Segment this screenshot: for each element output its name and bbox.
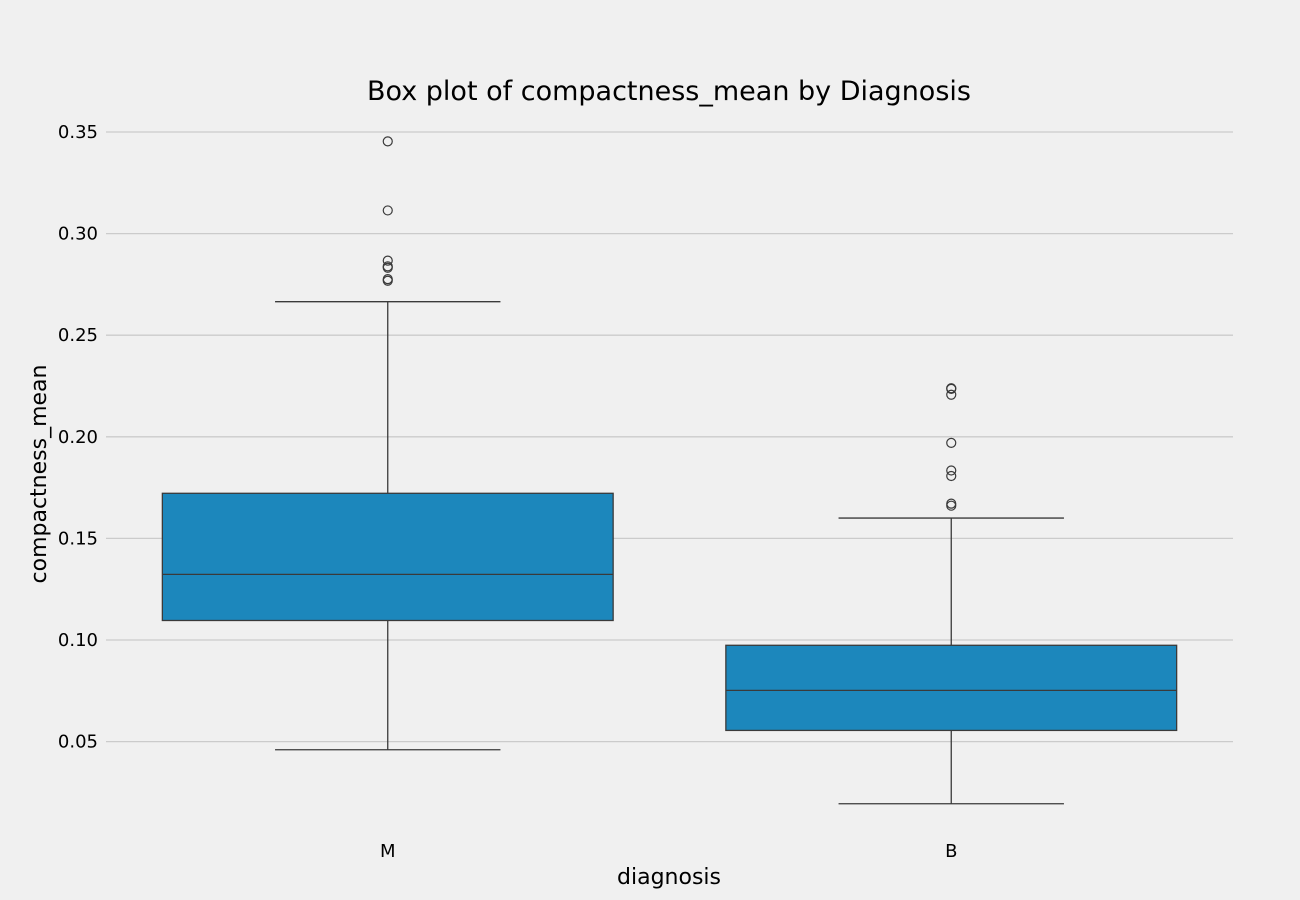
y-tick-label: 0.10: [58, 630, 98, 651]
box-B: [725, 383, 1178, 805]
outlier-point: [946, 498, 957, 509]
y-tick-label: 0.15: [58, 528, 98, 549]
outlier-point: [946, 437, 957, 448]
y-axis-label: compactness_mean: [27, 365, 52, 584]
y-tick-label: 0.20: [58, 427, 98, 448]
outlier-point: [946, 389, 957, 400]
chart-title: Box plot of compactness_mean by Diagnosi…: [367, 76, 971, 107]
x-tick-label: B: [945, 841, 957, 862]
box-M: [161, 136, 614, 751]
y-tick-label: 0.35: [58, 122, 98, 143]
outlier-point: [382, 136, 393, 147]
outlier-point: [946, 383, 957, 394]
iqr-box: [161, 492, 614, 622]
outlier-point: [946, 470, 957, 482]
y-tick-label: 0.30: [58, 224, 98, 245]
outlier-point: [946, 465, 957, 476]
boxes: [161, 136, 1178, 805]
x-tick-label: M: [380, 841, 396, 862]
iqr-box: [725, 644, 1178, 732]
y-tick-label: 0.05: [58, 732, 98, 753]
outlier-point: [382, 205, 393, 216]
y-tick-labels: 0.05 0.10 0.15 0.20 0.25 0.30 0.35: [58, 122, 98, 753]
outlier-point: [382, 261, 393, 272]
x-axis-label: diagnosis: [617, 865, 721, 890]
outlier-point: [382, 275, 393, 286]
y-tick-label: 0.25: [58, 325, 98, 346]
outlier-point: [382, 255, 393, 266]
